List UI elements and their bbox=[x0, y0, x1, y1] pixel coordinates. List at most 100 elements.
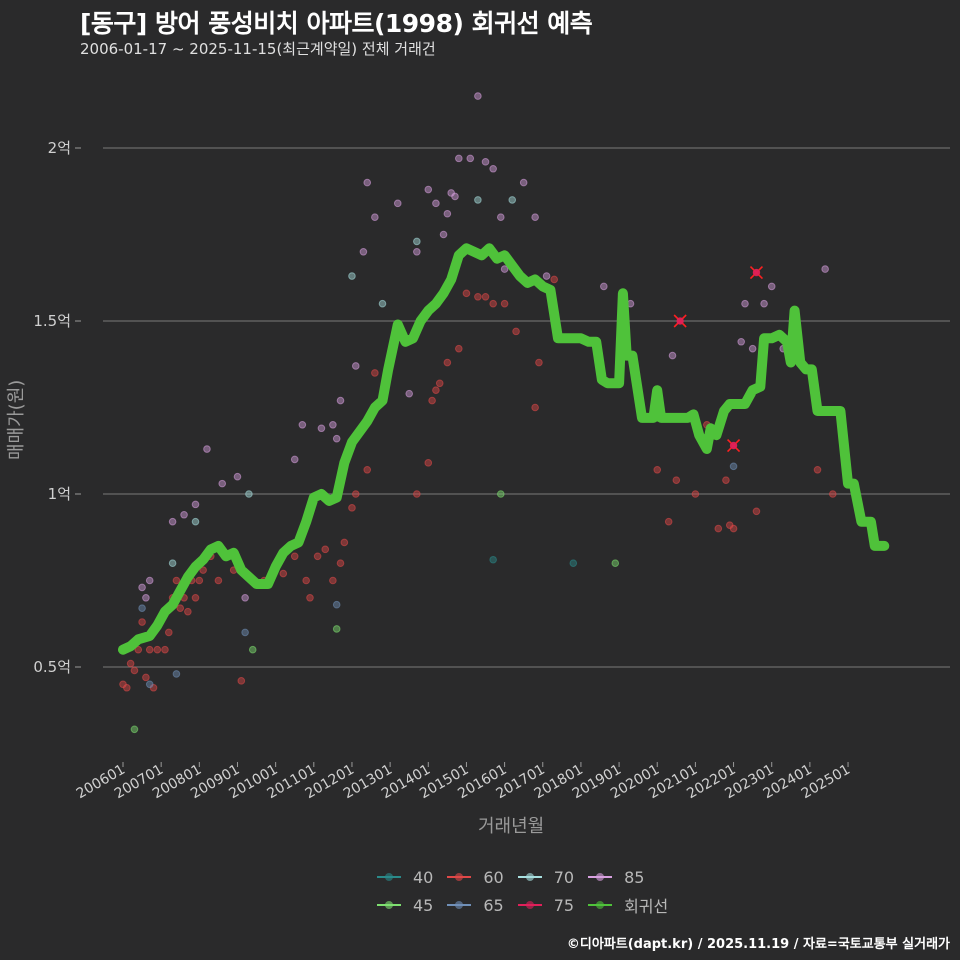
scatter-point-60 bbox=[336, 559, 345, 568]
scatter-point-70 bbox=[413, 237, 421, 246]
legend-label: 40 bbox=[413, 867, 434, 887]
scatter-point-60 bbox=[428, 396, 436, 405]
scatter-point-70 bbox=[474, 196, 482, 204]
scatter-point-60 bbox=[130, 666, 139, 675]
scatter-point-85 bbox=[371, 213, 379, 221]
scatter-point-60 bbox=[164, 628, 173, 637]
scatter-point-65 bbox=[729, 462, 738, 471]
scatter-point-60 bbox=[489, 299, 497, 308]
scatter-point-60 bbox=[290, 552, 299, 561]
legend-swatch-icon bbox=[377, 899, 401, 911]
scatter-point-85 bbox=[767, 282, 776, 291]
scatter-point-85 bbox=[531, 213, 539, 221]
y-tick-label: 0.5억 bbox=[33, 658, 71, 676]
scatter-point-65 bbox=[332, 600, 341, 609]
scatter-point-60 bbox=[828, 490, 837, 498]
scatter-point-85 bbox=[741, 299, 749, 308]
scatter-point-60 bbox=[138, 618, 146, 626]
legend-swatch-icon bbox=[588, 871, 613, 883]
scatter-point-85 bbox=[474, 92, 482, 100]
scatter-point-60 bbox=[237, 677, 246, 685]
scatter-point-60 bbox=[500, 299, 509, 308]
legend-swatch-icon bbox=[588, 899, 613, 911]
chart-subtitle: 2006-01-17 ~ 2025-11-15(최근계약일) 전체 거래건 bbox=[80, 40, 436, 58]
scatter-point-60 bbox=[199, 566, 207, 574]
scatter-point-70 bbox=[191, 517, 200, 526]
scatter-point-85 bbox=[180, 510, 188, 519]
scatter-point-60 bbox=[512, 327, 520, 336]
scatter-point-85 bbox=[432, 199, 440, 208]
scatter-point-60 bbox=[302, 576, 310, 585]
scatter-point-60 bbox=[664, 517, 673, 526]
legend-label: 85 bbox=[624, 867, 645, 887]
scatter-point-60 bbox=[184, 607, 192, 616]
scatter-point-85 bbox=[359, 248, 368, 256]
x-axis-ticks: 2006012007012008012009012010012011012012… bbox=[74, 762, 853, 803]
scatter-point-85 bbox=[332, 434, 341, 443]
highlight-markers bbox=[673, 265, 764, 453]
scatter-point-60 bbox=[531, 403, 539, 412]
scatter-point-60 bbox=[176, 604, 185, 612]
scatter-point-60 bbox=[443, 358, 452, 367]
scatter-point-40 bbox=[569, 559, 578, 568]
y-tick-label: 1억 bbox=[48, 485, 71, 503]
scatter-point-85 bbox=[668, 351, 677, 360]
chart-title: [동구] 방어 풍성비치 아파트(1998) 회귀선 예측 bbox=[80, 9, 593, 38]
scatter-point-60 bbox=[145, 645, 154, 654]
legend-item-65: 65 bbox=[447, 894, 504, 916]
regression-line bbox=[118, 243, 890, 655]
scatter-point-60 bbox=[340, 538, 349, 547]
scatter-point-85 bbox=[496, 213, 505, 221]
scatter-point-60 bbox=[535, 358, 543, 367]
scatter-point-65 bbox=[145, 680, 154, 689]
scatter-point-60 bbox=[279, 569, 288, 578]
y-axis-label: 매매가(원) bbox=[6, 379, 27, 460]
y-gridlines bbox=[103, 147, 950, 668]
scatter-point-60 bbox=[134, 645, 143, 654]
scatter-point-85 bbox=[466, 154, 475, 163]
legend-swatch-icon bbox=[517, 871, 542, 883]
scatter-point-85 bbox=[363, 178, 372, 187]
scatter-point-60 bbox=[363, 465, 372, 474]
scatter-point-85 bbox=[737, 337, 745, 346]
legend-swatch-icon bbox=[447, 899, 472, 911]
legend-label: 70 bbox=[553, 867, 575, 887]
scatter-point-85 bbox=[451, 192, 459, 201]
scatter-point-85 bbox=[233, 472, 242, 481]
scatter-point-60 bbox=[153, 645, 162, 654]
scatter-point-85 bbox=[203, 445, 211, 453]
scatter-point-85 bbox=[393, 199, 402, 208]
scatter-point-60 bbox=[813, 465, 822, 474]
scatter-point-60 bbox=[413, 490, 421, 498]
scatter-point-85 bbox=[351, 362, 360, 370]
scatter-point-60 bbox=[722, 476, 730, 484]
scatter-point-85 bbox=[443, 209, 452, 218]
scatter-point-85 bbox=[142, 594, 150, 602]
legend-item-75: 75 bbox=[517, 894, 574, 916]
scatter-point-60 bbox=[191, 594, 200, 602]
scatter-point-60 bbox=[126, 659, 135, 668]
scatter-point-85 bbox=[489, 164, 497, 173]
x-axis-label: 거래년월 bbox=[478, 816, 545, 837]
scatter-point-85 bbox=[455, 154, 463, 163]
scatter-point-60 bbox=[424, 459, 433, 467]
scatter-point-60 bbox=[691, 490, 700, 498]
legend-label: 45 bbox=[413, 895, 434, 915]
scatter-point-85 bbox=[329, 421, 337, 429]
scatter-point-60 bbox=[729, 524, 738, 533]
scatter-point-60 bbox=[371, 369, 379, 377]
scatter-point-85 bbox=[748, 344, 757, 353]
scatter-point-70 bbox=[378, 299, 387, 308]
scatter-points bbox=[119, 92, 837, 734]
scatter-point-45 bbox=[130, 725, 139, 734]
scatter-point-45 bbox=[611, 559, 620, 568]
legend: 40 60 70 85 45 65 75 회귀선 bbox=[377, 866, 668, 916]
legend-label: 60 bbox=[483, 867, 504, 887]
scatter-point-45 bbox=[248, 645, 257, 654]
scatter-point-60 bbox=[455, 344, 463, 353]
scatter-point-45 bbox=[496, 490, 505, 498]
scatter-point-85 bbox=[439, 230, 448, 239]
y-axis-ticks: 0.5억 1억 1.5억 2억 bbox=[33, 139, 81, 676]
scatter-point-85 bbox=[241, 594, 249, 602]
scatter-point-65 bbox=[138, 604, 146, 612]
